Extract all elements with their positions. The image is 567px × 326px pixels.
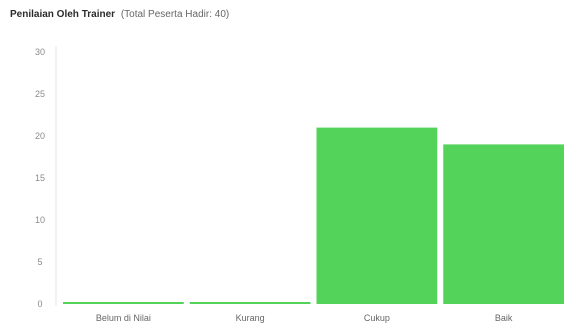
y-tick-label: 10	[35, 215, 45, 225]
bars	[63, 127, 564, 304]
bar[interactable]	[189, 302, 311, 304]
y-ticks: 0 5 10 15 20 25 30	[35, 47, 45, 309]
x-labels: Belum di Nilai Kurang Cukup Baik	[96, 313, 513, 323]
x-tick-label: Kurang	[236, 313, 265, 323]
x-tick-label: Baik	[495, 313, 513, 323]
y-tick-label: 5	[37, 257, 42, 267]
y-tick-label: 25	[35, 89, 45, 99]
x-tick-label: Belum di Nilai	[96, 313, 151, 323]
y-tick-label: 0	[37, 299, 42, 309]
y-tick-label: 15	[35, 173, 45, 183]
chart-subtitle: (Total Peserta Hadir: 40)	[120, 9, 230, 20]
bar[interactable]	[316, 127, 438, 304]
chart-title: Penilaian Oleh Trainer	[10, 9, 116, 20]
y-tick-label: 30	[35, 47, 45, 57]
bar[interactable]	[443, 144, 564, 304]
y-tick-label: 20	[35, 131, 45, 141]
x-tick-label: Cukup	[364, 313, 390, 323]
bar[interactable]	[63, 302, 184, 304]
chart-title-block: Penilaian Oleh Trainer (Total Peserta Ha…	[10, 9, 229, 20]
